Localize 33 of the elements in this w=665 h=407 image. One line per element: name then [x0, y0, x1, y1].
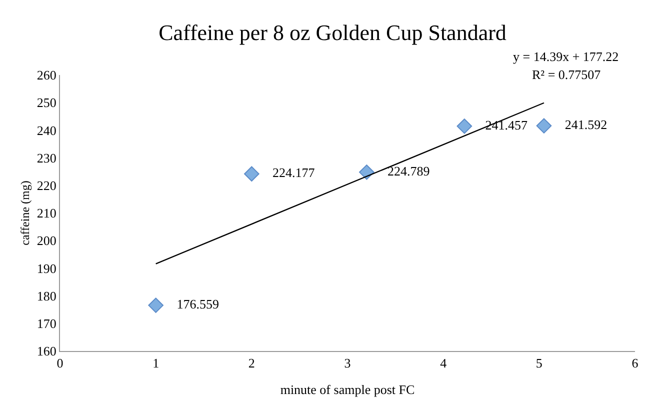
- x-tick-label: 0: [56, 356, 64, 371]
- x-axis-title: minute of sample post FC: [280, 382, 415, 398]
- point: [536, 118, 552, 134]
- data-label: 241.592: [552, 117, 608, 132]
- point: [148, 298, 164, 313]
- x-tick-label: 1: [152, 356, 160, 371]
- data-label: 224.177: [260, 165, 316, 180]
- y-tick-label: 170: [36, 316, 56, 331]
- y-tick-label: 260: [36, 68, 56, 83]
- data-label: 241.457: [472, 117, 528, 132]
- y-tick-label: 160: [36, 344, 56, 359]
- y-axis-title: caffeine (mg): [18, 180, 32, 246]
- annotation: R² = 0.77507: [532, 67, 602, 82]
- y-tick-label: 240: [36, 122, 56, 138]
- x-tick-label: 6: [632, 356, 639, 371]
- y-tick-label: 250: [36, 95, 56, 110]
- y-tick-label: 180: [36, 288, 56, 304]
- text: y = 14.39x + 177.22: [513, 49, 619, 64]
- y-tick-label: 200: [36, 233, 56, 248]
- x-tick-label: 2: [248, 356, 255, 371]
- point: [359, 164, 374, 180]
- data-label: 224.789: [374, 163, 430, 178]
- x-tick-label: 4: [440, 356, 448, 371]
- point: [456, 118, 472, 134]
- point: [244, 166, 260, 182]
- y-tick-label: 220: [36, 178, 56, 193]
- chart-title: Caffeine per 8 oz Golden Cup Standard: [158, 20, 506, 45]
- y-tick-label: 190: [36, 260, 56, 276]
- y-tick-label: 210: [36, 206, 56, 221]
- x-tick-label: 5: [536, 356, 542, 371]
- x-tick-label: 3: [344, 356, 351, 371]
- data-label: 176.559: [164, 296, 219, 312]
- y-tick-label: 230: [36, 150, 56, 166]
